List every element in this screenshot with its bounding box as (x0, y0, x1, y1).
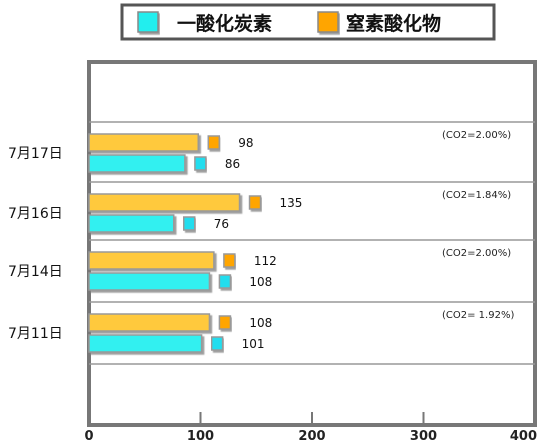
bar-marker (194, 156, 207, 171)
x-tick-label: 300 (410, 429, 437, 441)
data-label: 101 (242, 337, 265, 351)
category-label: 7月17日 (8, 146, 63, 162)
bar-marker (218, 274, 232, 289)
data-label: 108 (249, 316, 272, 330)
co2-annotation: (CO2= 1.92%) (442, 310, 514, 321)
bar-nox (88, 193, 241, 212)
legend-label-co: 一酸化炭素 (177, 12, 272, 35)
bar-marker (182, 216, 196, 231)
category-label: 7月16日 (8, 206, 63, 222)
data-label: 98 (238, 136, 253, 150)
plot-frame (87, 60, 537, 427)
category-label: 7月14日 (8, 264, 63, 280)
data-label: 108 (249, 275, 272, 289)
legend-swatch-nox (317, 11, 339, 33)
x-tick-label: 0 (84, 429, 93, 441)
co2-annotation: (CO2=2.00%) (442, 248, 511, 259)
legend-swatch-co (137, 11, 159, 33)
co2-annotation: (CO2=2.00%) (442, 130, 511, 141)
data-label: 86 (225, 157, 240, 171)
bar-marker (207, 135, 221, 150)
category-label: 7月11日 (8, 326, 63, 342)
bar-marker (223, 253, 236, 268)
annotations: (CO2=2.00%) (CO2=1.84%) (CO2=2.00%) (CO2= 1… (442, 130, 514, 321)
data-label: 135 (280, 196, 303, 210)
legend-label-nox: 窒素酸化物 (346, 12, 441, 35)
x-tick-label: 200 (298, 429, 325, 441)
data-label: 76 (214, 217, 229, 231)
group-separators (89, 121, 535, 365)
x-axis: 0 100 200 300 400 (84, 412, 537, 441)
legend: 一酸化炭素 窒素酸化物 (120, 3, 496, 41)
bar-co (88, 154, 186, 173)
co2-annotation: (CO2=1.84%) (442, 190, 511, 201)
bar-co (88, 214, 175, 233)
bar-nox (88, 133, 200, 152)
bar-nox (88, 251, 215, 270)
legend-box (120, 3, 496, 41)
category-labels: 7月17日 7月16日 7月14日 7月11日 (8, 146, 63, 342)
bar-co (88, 272, 211, 291)
x-tick-label: 100 (187, 429, 214, 441)
bars: 98 86 135 76 112 108 108 101 (88, 133, 303, 353)
bar-co (88, 334, 203, 353)
bar-marker (218, 315, 232, 330)
bar-marker (248, 195, 262, 210)
bar-nox (88, 313, 211, 332)
data-label: 112 (254, 254, 277, 268)
bar-marker (210, 336, 224, 351)
x-tick-label: 400 (510, 429, 537, 441)
